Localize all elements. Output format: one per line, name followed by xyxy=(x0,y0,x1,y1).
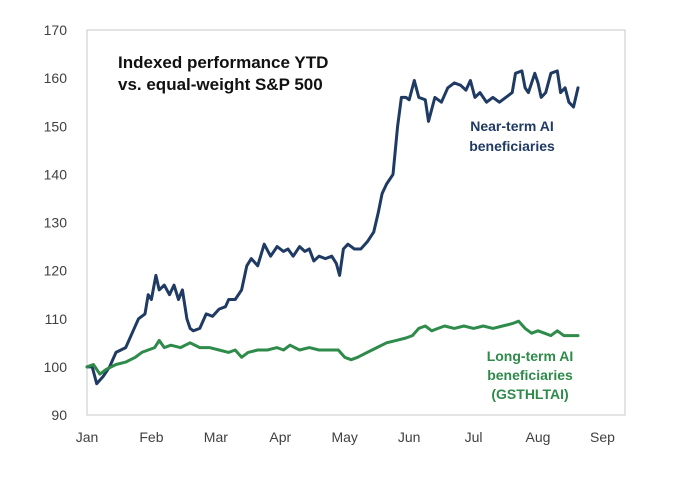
series-layer xyxy=(85,69,580,386)
x-tick-label: Jul xyxy=(465,429,483,445)
x-tick-label: Sep xyxy=(590,429,615,445)
x-axis: Jan Feb Mar Apr May Jun Jul Aug Sep xyxy=(76,429,615,445)
y-tick-label: 160 xyxy=(44,70,68,86)
series-label-near-term: beneficiaries xyxy=(469,138,555,154)
y-tick-label: 130 xyxy=(44,215,68,231)
series-label-near-term: Near-term AI xyxy=(470,118,554,134)
x-tick-label: Mar xyxy=(204,429,228,445)
series-label-long-term: beneficiaries xyxy=(487,367,573,383)
y-tick-label: 90 xyxy=(51,407,67,423)
y-tick-label: 140 xyxy=(44,166,68,182)
plot-frame xyxy=(86,29,626,416)
chart-title-line-1: Indexed performance YTD xyxy=(118,53,328,72)
y-tick-label: 110 xyxy=(45,311,68,327)
series-label-long-term: (GSTHLTAI) xyxy=(491,386,568,402)
chart-title-line-2: vs. equal-weight S&P 500 xyxy=(118,75,323,94)
series-labels: Near-term AI beneficiaries Long-term AI ben… xyxy=(469,118,573,402)
x-tick-label: Aug xyxy=(526,429,551,445)
y-tick-label: 100 xyxy=(44,359,68,375)
y-tick-label: 170 xyxy=(44,22,68,38)
x-tick-label: Apr xyxy=(269,429,291,445)
y-axis: 90 100 110 120 130 140 150 160 170 xyxy=(44,22,68,423)
x-tick-label: Jun xyxy=(398,429,421,445)
x-tick-label: Feb xyxy=(139,429,163,445)
series-line-near-term xyxy=(85,69,580,386)
y-tick-label: 150 xyxy=(44,118,68,134)
series-label-long-term: Long-term AI xyxy=(487,348,574,364)
y-tick-label: 120 xyxy=(44,263,68,279)
x-tick-label: Jan xyxy=(76,429,99,445)
series-line-long-term xyxy=(85,319,580,376)
x-tick-label: May xyxy=(331,429,357,445)
